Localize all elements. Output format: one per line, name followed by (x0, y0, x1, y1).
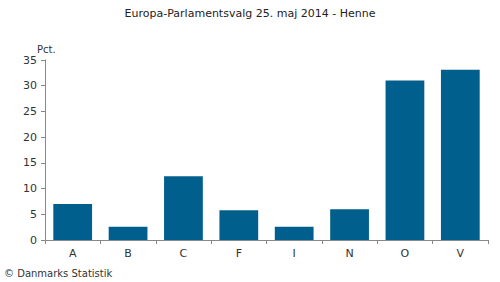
svg-text:I: I (293, 247, 296, 260)
svg-text:30: 30 (23, 79, 37, 92)
svg-text:© Danmarks Statistik: © Danmarks Statistik (4, 268, 113, 279)
svg-text:V: V (457, 247, 465, 260)
svg-text:5: 5 (30, 208, 37, 221)
svg-text:C: C (180, 247, 188, 260)
svg-text:O: O (401, 247, 410, 260)
svg-text:20: 20 (23, 131, 37, 144)
svg-text:10: 10 (23, 182, 37, 195)
svg-text:25: 25 (23, 105, 37, 118)
svg-text:A: A (69, 247, 77, 260)
svg-text:F: F (236, 247, 242, 260)
svg-text:Europa-Parlamentsvalg 25. maj: Europa-Parlamentsvalg 25. maj 2014 - Hen… (125, 7, 376, 20)
svg-text:N: N (345, 247, 353, 260)
svg-text:B: B (124, 247, 132, 260)
svg-text:Pct.: Pct. (37, 44, 56, 55)
svg-text:15: 15 (23, 156, 37, 169)
svg-text:35: 35 (23, 54, 37, 67)
svg-text:0: 0 (30, 234, 37, 247)
